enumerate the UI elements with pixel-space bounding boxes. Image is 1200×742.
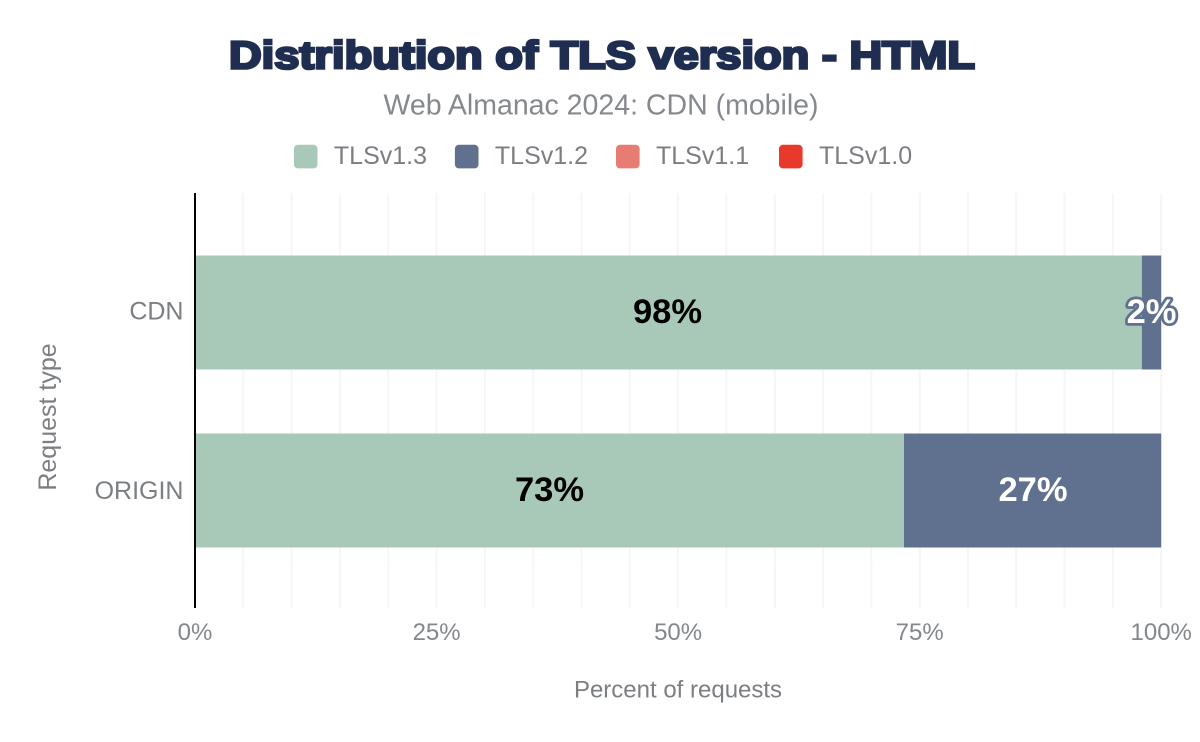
svg-text:ORIGIN: ORIGIN [95,477,184,505]
svg-text:Web Almanac 2024: CDN (mobile): Web Almanac 2024: CDN (mobile) [383,90,818,122]
svg-text:25%: 25% [413,619,461,646]
svg-text:Percent of requests: Percent of requests [574,677,782,704]
svg-text:TLSv1.0: TLSv1.0 [819,142,912,170]
svg-text:TLSv1.3: TLSv1.3 [334,142,427,170]
svg-text:Request type: Request type [34,343,62,490]
svg-text:CDN: CDN [129,298,183,326]
svg-text:TLSv1.2: TLSv1.2 [495,142,588,170]
svg-text:73%: 73% [515,471,584,509]
svg-text:27%: 27% [998,471,1067,509]
svg-text:TLSv1.1: TLSv1.1 [656,142,749,170]
svg-text:98%: 98% [633,293,702,331]
svg-text:2%: 2% [1127,293,1177,331]
svg-text:0%: 0% [178,619,213,646]
svg-text:75%: 75% [896,619,944,646]
svg-text:Distribution of TLS version -: Distribution of TLS version - HTML [229,35,975,78]
svg-text:50%: 50% [654,619,702,646]
svg-text:100%: 100% [1131,619,1192,646]
